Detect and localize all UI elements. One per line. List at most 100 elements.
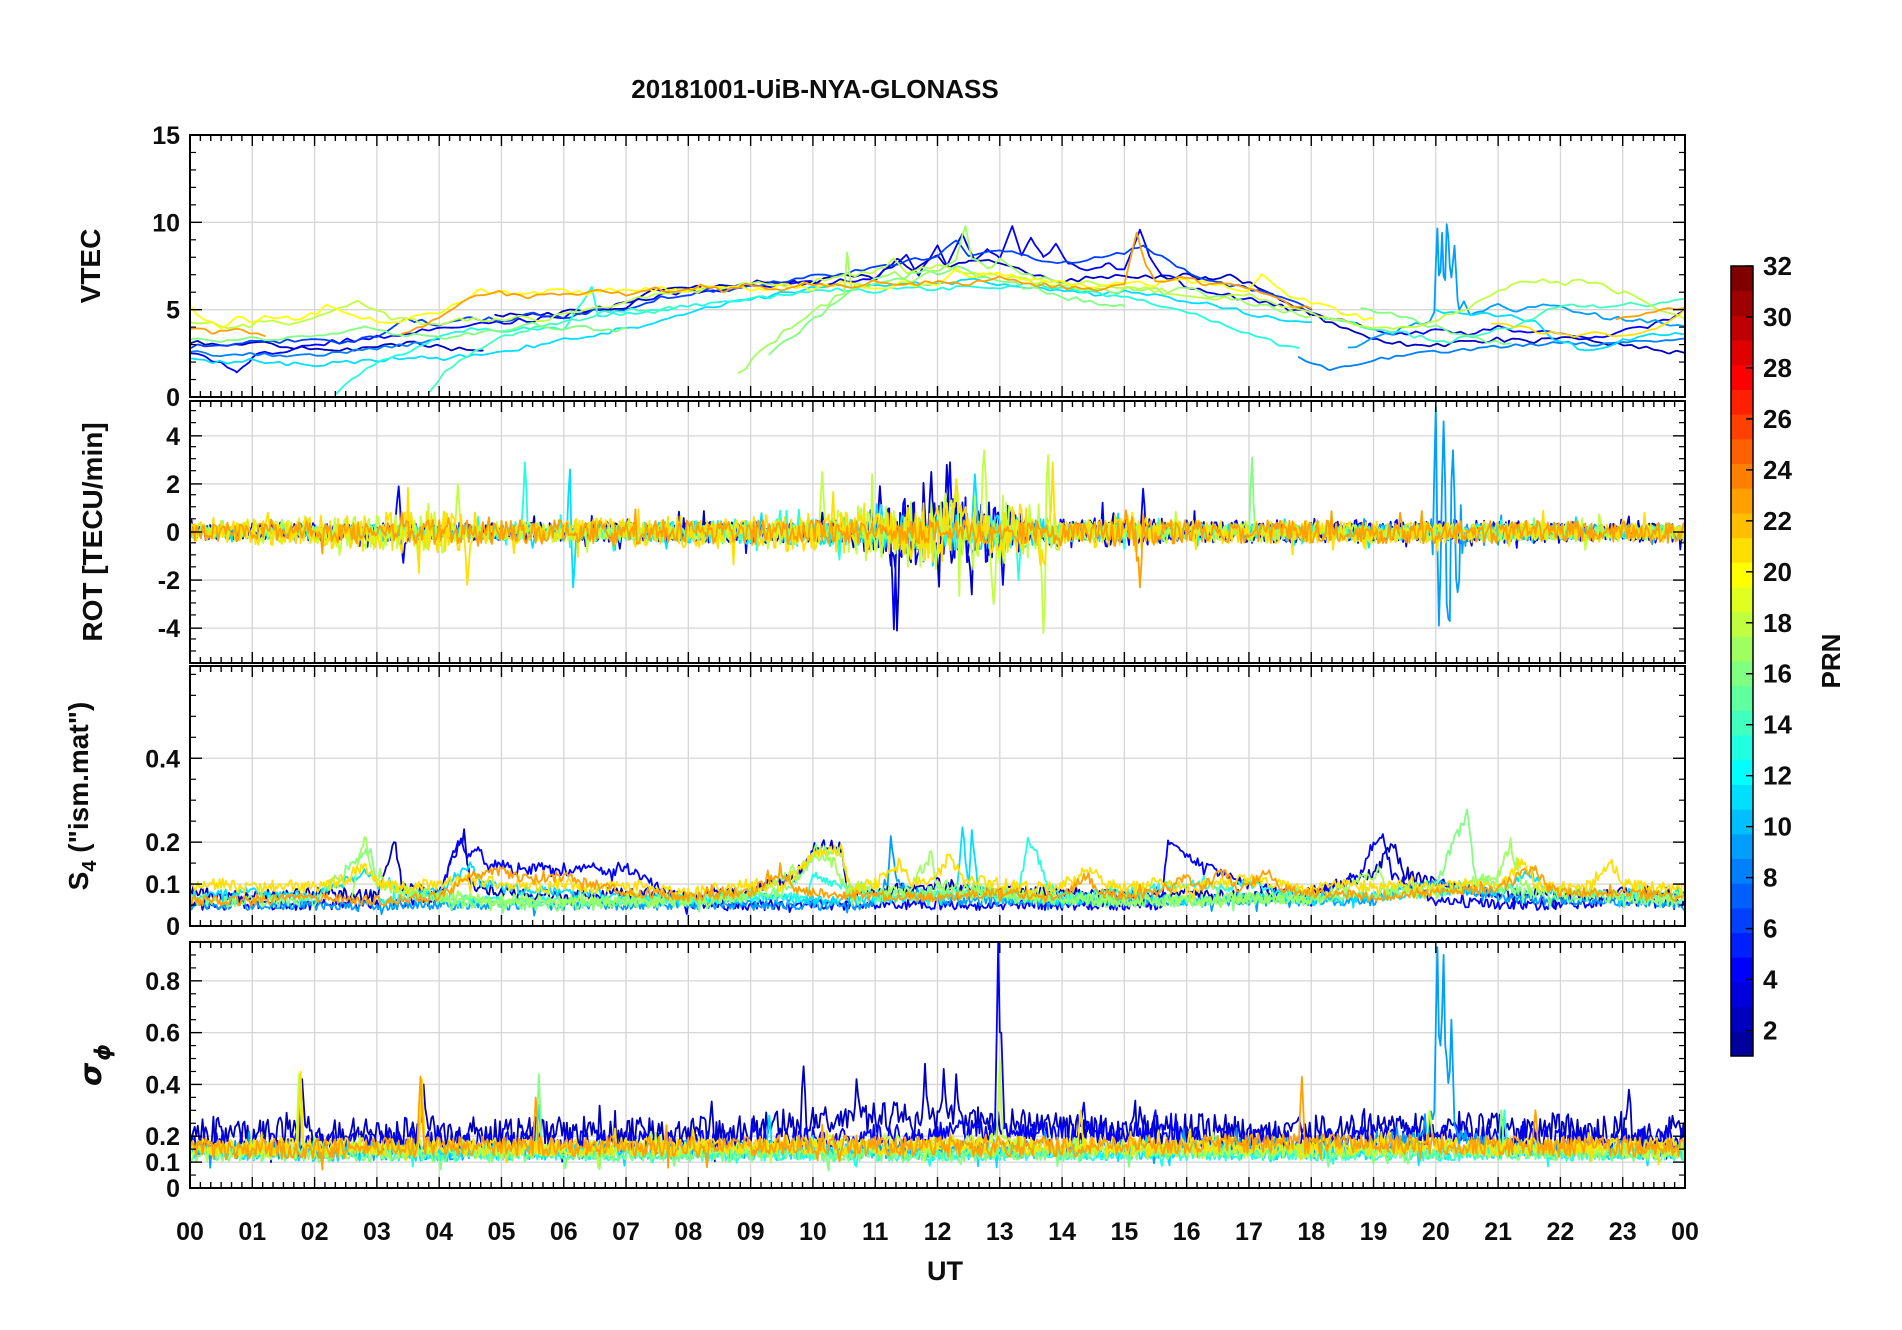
x-tick-label: 14 <box>1048 1218 1076 1246</box>
series-line-prn-2 <box>190 339 484 352</box>
x-tick-label: 18 <box>1297 1218 1325 1246</box>
panel-rot: -4 -2 0 2 4 <box>158 400 1686 664</box>
y-tick-label: 15 <box>152 122 180 150</box>
x-tick-label: 03 <box>363 1218 391 1246</box>
colorbar-tick-label: 30 <box>1763 302 1792 332</box>
y-tick-label: 0.2 <box>145 829 180 857</box>
y-tick-label: 2 <box>166 471 180 499</box>
colorbar-block <box>1731 809 1753 835</box>
x-tick-label: 05 <box>488 1218 516 1246</box>
series-line-prn-14 <box>428 305 677 393</box>
colorbar-tick-label: 10 <box>1763 812 1792 842</box>
x-tick-label: 04 <box>425 1218 453 1246</box>
series-line-prn-8 <box>1297 337 1685 372</box>
colorbar-tick-label: 24 <box>1763 455 1792 485</box>
colorbar-block <box>1731 562 1753 588</box>
y-tick-label: 0.4 <box>145 745 180 773</box>
panel-sigma-phi: 00.10.2 0.4 0.6 0.8 00 01 02 03 04 05 06 07 08 09 10 11… <box>145 941 1699 1246</box>
series-line-prn-16 <box>190 1073 1685 1172</box>
y-tick-label: -2 <box>158 567 180 595</box>
x-tick-label: 02 <box>301 1218 329 1246</box>
x-tick-label: 08 <box>674 1218 702 1246</box>
colorbar-block <box>1731 685 1753 711</box>
y-tick-label: 0.8 <box>145 968 180 996</box>
colorbar-label-prn: PRN <box>1816 634 1846 689</box>
colorbar-block <box>1731 463 1753 489</box>
colorbar-block <box>1731 340 1753 366</box>
colorbar-block <box>1731 932 1753 958</box>
colorbar-tick-label: 26 <box>1763 404 1792 434</box>
colorbar-tick-label: 14 <box>1763 710 1792 740</box>
series-line-prn-11 <box>1434 308 1685 352</box>
series-line-prn-14 <box>1322 297 1685 344</box>
colorbar-block <box>1731 537 1753 563</box>
y-tick-label: 0.1 <box>145 871 180 899</box>
x-tick-label: 07 <box>612 1218 640 1246</box>
ylabel-rot: ROT [TECU/min] <box>77 422 108 641</box>
colorbar-tick-label: 16 <box>1763 659 1792 689</box>
series-line-prn-23 <box>1615 306 1685 321</box>
x-tick-label: 13 <box>986 1218 1014 1246</box>
y-tick-label: 5 <box>166 297 180 325</box>
colorbar-block <box>1731 1031 1753 1057</box>
colorbar-block <box>1731 907 1753 934</box>
series-line-prn-8 <box>190 337 441 358</box>
y-tick-label: 4 <box>166 423 180 451</box>
colorbar-block <box>1731 957 1753 983</box>
x-tick-label: 01 <box>238 1218 266 1246</box>
series-line-prn-17 <box>737 225 1313 374</box>
y-tick-label: 0.1 <box>145 1149 180 1177</box>
series-group <box>190 808 1685 917</box>
ylabel-s4: S4 ("ism.mat") <box>63 702 101 891</box>
colorbar-tick-label: 2 <box>1763 1016 1777 1046</box>
colorbar-block <box>1731 488 1753 514</box>
colorbar-block <box>1731 512 1753 539</box>
x-tick-label: 00 <box>1671 1218 1699 1246</box>
y-tick-label: 0 <box>166 384 180 412</box>
colorbar-block <box>1731 858 1753 884</box>
x-tick-label: 19 <box>1360 1218 1388 1246</box>
y-tick-label: 0 <box>166 1175 180 1203</box>
x-tick-label: 09 <box>737 1218 765 1246</box>
colorbar-tick-label: 22 <box>1763 506 1792 536</box>
colorbar-block <box>1731 290 1753 316</box>
x-tick-label: 16 <box>1173 1218 1201 1246</box>
xlabel-ut: UT <box>927 1256 963 1286</box>
y-tick-label: 0 <box>166 519 180 547</box>
colorbar-block <box>1731 636 1753 662</box>
colorbar-block <box>1731 661 1753 687</box>
y-tick-label: 10 <box>152 209 180 237</box>
colorbar-block <box>1731 315 1753 341</box>
colorbar-block <box>1731 759 1753 785</box>
series-line-prn-20 <box>190 267 1375 330</box>
y-tick-label: 0 <box>166 913 180 941</box>
series-line-prn-16 <box>190 321 627 343</box>
x-tick-label: 17 <box>1235 1218 1263 1246</box>
colorbar-block <box>1731 364 1753 390</box>
x-tick-label: 10 <box>799 1218 827 1246</box>
series-line-prn-23 <box>190 1075 1685 1171</box>
colorbar-block <box>1731 1006 1753 1032</box>
series-group <box>190 942 1685 1172</box>
colorbar-block <box>1731 611 1753 637</box>
colorbar-tick-label: 32 <box>1763 251 1792 281</box>
series-group <box>190 223 1685 395</box>
colorbar-block <box>1731 784 1753 810</box>
series-group <box>190 406 1685 634</box>
colorbar-block <box>1731 981 1753 1008</box>
series-line-prn-18 <box>190 257 1685 330</box>
colorbar-block <box>1731 414 1753 440</box>
series-line-prn-21 <box>1491 308 1685 338</box>
y-tick-label: 0.2 <box>145 1123 180 1151</box>
x-tick-label: 21 <box>1484 1218 1512 1246</box>
x-tick-label: 00 <box>176 1218 204 1246</box>
colorbar-tick-label: 8 <box>1763 863 1777 893</box>
y-tick-label: 0.4 <box>145 1071 180 1099</box>
colorbar-tick-label: 6 <box>1763 914 1777 944</box>
colorbar-tick-label: 12 <box>1763 761 1792 791</box>
series-line-prn-23 <box>190 508 1685 589</box>
series-line-prn-23 <box>190 862 1685 907</box>
series-line-prn-23 <box>190 327 266 337</box>
x-tick-label: 15 <box>1110 1218 1138 1246</box>
